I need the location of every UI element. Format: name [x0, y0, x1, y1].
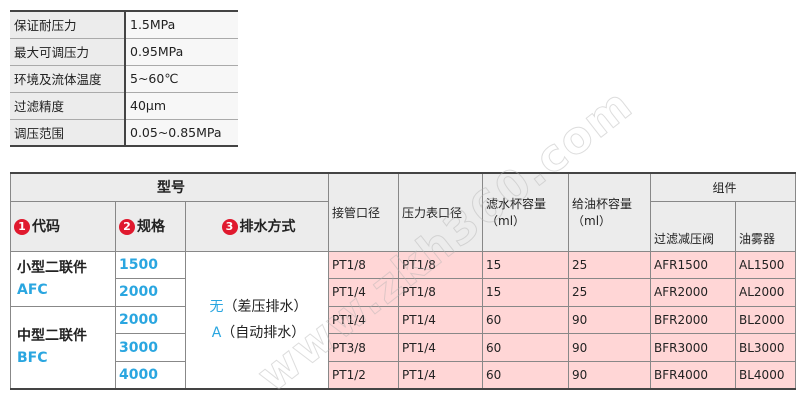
filter-cell: 60: [482, 333, 569, 362]
spec-row: 过滤精度 40μm: [10, 92, 238, 120]
spec-label: 过滤精度: [10, 92, 126, 120]
filter-cell: 15: [482, 250, 569, 280]
port-cell: PT1/4: [328, 278, 399, 307]
port-cell: PT1/2: [328, 360, 399, 390]
spec-label: 保证耐压力: [10, 11, 126, 39]
size-cell: 2000: [115, 305, 186, 335]
port-cell: PT1/4: [328, 305, 399, 335]
spec-value: 40μm: [125, 92, 238, 120]
oil-cell: 90: [568, 333, 651, 362]
group-small: 小型二联件 AFC: [10, 250, 116, 307]
drain-options: 无（差压排水） A（自动排水）: [185, 250, 329, 390]
spec-label: 最大可调压力: [10, 38, 126, 66]
table-row: 4000 PT1/2 PT1/4 60 90 BFR4000 BL4000: [11, 360, 796, 390]
oil-cell: 25: [568, 250, 651, 280]
header-components: 组件: [650, 172, 796, 202]
header-filter-cup: 滤水杯容量（ml）: [482, 172, 569, 252]
spec-label: 环境及流体温度: [10, 65, 126, 93]
port-cell: PT1/8: [328, 250, 399, 280]
header-lubricator: 油雾器: [735, 200, 796, 252]
filter-cell: 60: [482, 360, 569, 390]
spec-value: 0.95MPa: [125, 38, 238, 66]
oil-cell: 25: [568, 278, 651, 307]
frv-cell: BFR2000: [650, 305, 736, 335]
gauge-cell: PT1/4: [398, 305, 483, 335]
gauge-cell: PT1/8: [398, 278, 483, 307]
group-medium: 中型二联件 BFC: [10, 305, 116, 390]
table-row: 2000 PT1/4 PT1/8 15 25 AFR2000 AL2000: [11, 278, 796, 307]
spec-label: 调压范围: [10, 119, 126, 147]
number-badge-2: 2: [119, 219, 135, 235]
spec-row: 调压范围 0.05~0.85MPa: [10, 119, 238, 147]
frv-cell: BFR3000: [650, 333, 736, 362]
size-cell: 2000: [115, 278, 186, 307]
header-code: 1 代码: [10, 200, 116, 252]
gauge-cell: PT1/4: [398, 360, 483, 390]
filter-cell: 15: [482, 278, 569, 307]
spec-row: 保证耐压力 1.5MPa: [10, 11, 238, 39]
header-oil-cup: 给油杯容量（ml）: [568, 172, 651, 252]
frv-cell: AFR2000: [650, 278, 736, 307]
table-row: 中型二联件 BFC 2000 PT1/4 PT1/4 60 90 BFR2000 BL2000: [10, 305, 796, 390]
size-cell: 4000: [115, 360, 186, 390]
spec-value: 0.05~0.85MPa: [125, 119, 238, 147]
header-drain: 3 排水方式: [185, 200, 329, 252]
header-model: 型号: [10, 172, 329, 202]
lub-cell: BL2000: [735, 305, 796, 335]
lub-cell: BL3000: [735, 333, 796, 362]
spec-value: 1.5MPa: [125, 11, 238, 39]
header-size: 2 规格: [115, 200, 186, 252]
header-gauge: 压力表口径: [398, 172, 483, 252]
number-badge-3: 3: [221, 219, 238, 235]
spec-row: 环境及流体温度 5~60℃: [10, 65, 238, 93]
header-frv: 过滤减压阀: [650, 200, 736, 252]
size-cell: 3000: [115, 333, 186, 362]
port-cell: PT3/8: [328, 333, 399, 362]
header-port: 接管口径: [328, 172, 399, 252]
gauge-cell: PT1/8: [398, 250, 483, 280]
size-cell: 1500: [115, 250, 186, 280]
spec-row: 最大可调压力 0.95MPa: [10, 38, 238, 66]
model-table: 型号 接管口径 压力表口径 滤水杯容量（ml） 给油杯容量（ml） 组件 1 代码…: [10, 172, 796, 390]
oil-cell: 90: [568, 360, 651, 390]
frv-cell: BFR4000: [650, 360, 736, 390]
table-row: 小型二联件 AFC 1500 无（差压排水） A（自动排水） PT1/8 PT1/8 15 25…: [10, 250, 796, 390]
number-badge-1: 1: [14, 219, 30, 235]
frv-cell: AFR1500: [650, 250, 736, 280]
filter-cell: 60: [482, 305, 569, 335]
lub-cell: AL2000: [735, 278, 796, 307]
gauge-cell: PT1/4: [398, 333, 483, 362]
spec-value: 5~60℃: [125, 65, 238, 93]
spec-table: 保证耐压力 1.5MPa 最大可调压力 0.95MPa 环境及流体温度 5~60℃ 过滤精度…: [10, 10, 238, 147]
lub-cell: AL1500: [735, 250, 796, 280]
table-row: 3000 PT3/8 PT1/4 60 90 BFR3000 BL3000: [11, 333, 796, 362]
lub-cell: BL4000: [735, 360, 796, 390]
oil-cell: 90: [568, 305, 651, 335]
